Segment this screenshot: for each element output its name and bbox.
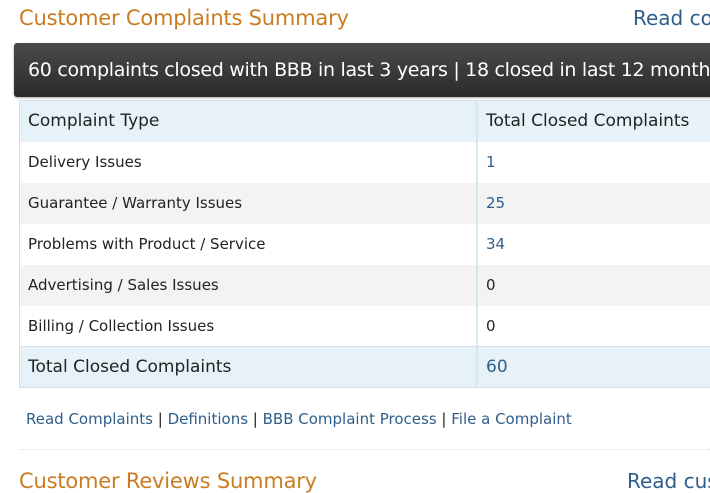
- total-label: Total Closed Complaints: [19, 346, 478, 388]
- table-total-row: Total Closed Complaints 60: [19, 346, 710, 388]
- definitions-link[interactable]: Definitions: [167, 410, 249, 428]
- complaints-summary-text: 60 complaints closed with BBB in last 3 …: [28, 59, 710, 81]
- complaint-type-cell: Guarantee / Warranty Issues: [19, 182, 478, 224]
- table-header-row: Complaint Type Total Closed Complaints: [19, 100, 710, 142]
- header-total-closed: Total Closed Complaints: [486, 111, 690, 132]
- complaint-count-value: 0: [486, 316, 496, 335]
- complaint-type-cell: Advertising / Sales Issues: [19, 264, 478, 306]
- complaints-summary-title: Customer Complaints Summary: [19, 6, 349, 30]
- table-row: Problems with Product / Service 34: [19, 223, 710, 265]
- complaint-count-link[interactable]: 34: [486, 235, 506, 253]
- read-reviews-link[interactable]: Read cus: [627, 469, 710, 493]
- complaint-process-link[interactable]: BBB Complaint Process: [262, 410, 437, 428]
- link-separator: |: [436, 410, 452, 428]
- link-separator: |: [152, 410, 168, 428]
- complaint-count-value: 0: [486, 276, 496, 294]
- file-complaint-link[interactable]: File a Complaint: [451, 410, 572, 428]
- complaint-type-cell: Billing / Collection Issues: [19, 305, 478, 347]
- header-complaint-type: Complaint Type: [19, 100, 478, 142]
- table-row: Delivery Issues 1: [19, 141, 710, 183]
- complaint-links-row: Read Complaints | Definitions | BBB Comp…: [26, 410, 572, 428]
- reviews-summary-title: Customer Reviews Summary: [19, 469, 317, 493]
- read-complaints-link[interactable]: Read Complaints: [26, 410, 153, 428]
- table-row: Billing / Collection Issues 0: [19, 305, 710, 347]
- read-complaints-link-top[interactable]: Read co: [633, 6, 710, 30]
- complaint-type-cell: Problems with Product / Service: [19, 223, 478, 265]
- complaint-count-link[interactable]: 25: [486, 194, 506, 212]
- complaints-table: Complaint Type Total Closed Complaints D…: [19, 100, 710, 388]
- total-value-link[interactable]: 60: [486, 357, 508, 377]
- table-row: Guarantee / Warranty Issues 25: [19, 182, 710, 224]
- section-divider: [19, 449, 710, 450]
- table-row: Advertising / Sales Issues 0: [19, 264, 710, 306]
- complaint-count-link[interactable]: 1: [486, 153, 496, 171]
- complaints-summary-bar: 60 complaints closed with BBB in last 3 …: [14, 43, 710, 97]
- link-separator: |: [248, 410, 263, 428]
- complaint-type-cell: Delivery Issues: [19, 141, 478, 183]
